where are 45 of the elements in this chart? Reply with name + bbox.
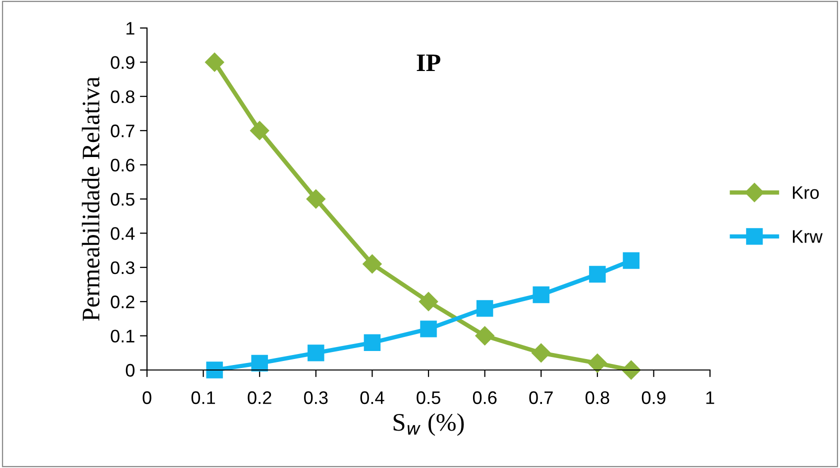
y-tick-label: 0.4 — [110, 227, 135, 240]
point — [622, 360, 641, 380]
point — [418, 292, 438, 312]
x-tick-label: 0.6 — [472, 391, 497, 404]
point — [475, 326, 494, 346]
point — [364, 334, 381, 351]
x-axis-title: S$_{w}$ (%) — [394, 413, 464, 436]
x-tick-label: 0.8 — [586, 391, 610, 404]
point — [206, 362, 223, 378]
x-tick-label: 0.4 — [360, 391, 384, 404]
point — [622, 252, 640, 269]
y-tick-label: 0.6 — [110, 158, 134, 172]
x-tick-label: 0.2 — [248, 391, 272, 404]
y-tick-label: 0 — [126, 364, 134, 377]
point — [251, 354, 268, 372]
y-tick-label: 0.2 — [110, 296, 134, 308]
point — [532, 343, 551, 362]
x-tick-label: 0.9 — [642, 391, 666, 404]
legend-label: Krw — [792, 230, 823, 243]
point — [308, 344, 324, 362]
point — [532, 286, 550, 304]
y-tick-label: 0.3 — [110, 261, 134, 274]
point — [588, 354, 607, 373]
point — [306, 189, 326, 209]
x-tick-label: 0 — [142, 391, 152, 404]
point — [205, 52, 224, 72]
x-tick-label: 0.3 — [304, 391, 328, 404]
y-tick-label: 0.5 — [110, 192, 134, 206]
x-tick-label: 0.1 — [191, 391, 215, 404]
x-tick-label: 0.5 — [416, 391, 440, 404]
y-tick-label: 0.9 — [110, 56, 134, 69]
y-axis-title: Permeabilidade Relativa — [82, 76, 100, 321]
text: IP — [416, 54, 440, 71]
y-tick-label: 0.7 — [110, 124, 134, 138]
point — [420, 320, 437, 338]
x-tick-label: 0.7 — [529, 391, 553, 404]
point — [250, 121, 270, 140]
point — [362, 254, 382, 274]
x-tick-label: 1 — [706, 391, 714, 404]
point — [589, 266, 606, 283]
point — [476, 300, 494, 317]
y-tick-label: 0.1 — [110, 330, 134, 343]
legend-label: Kro — [792, 186, 819, 199]
y-tick-label: 1 — [126, 22, 134, 35]
y-tick-label: 0.8 — [110, 90, 134, 104]
